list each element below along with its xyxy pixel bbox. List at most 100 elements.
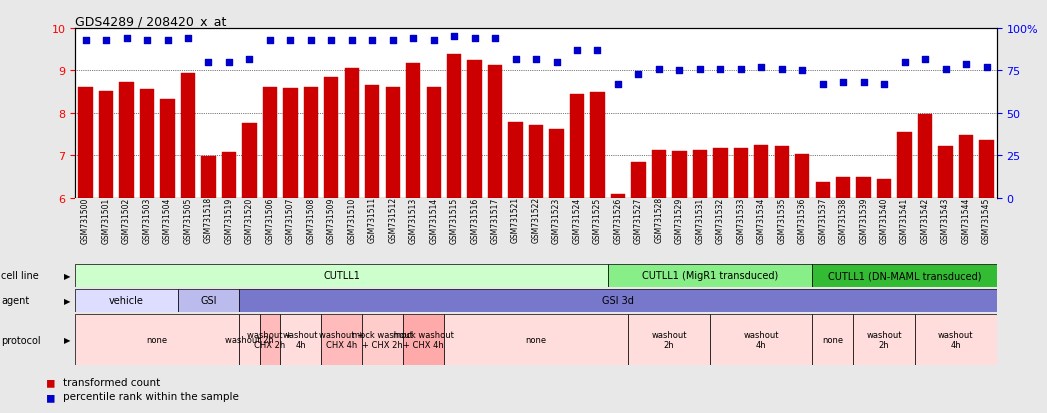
Point xyxy=(343,38,360,44)
Bar xyxy=(734,148,748,198)
Bar xyxy=(239,289,997,312)
Point xyxy=(97,38,114,44)
Bar xyxy=(75,264,607,287)
Point xyxy=(487,36,504,43)
Bar xyxy=(710,314,812,366)
Bar xyxy=(591,93,605,198)
Bar xyxy=(75,289,178,312)
Point xyxy=(589,47,606,54)
Text: ▶: ▶ xyxy=(64,335,70,344)
Text: ▶: ▶ xyxy=(64,271,70,280)
Bar xyxy=(628,314,710,366)
Bar xyxy=(263,88,277,198)
Point xyxy=(671,68,688,74)
Bar xyxy=(426,88,441,198)
Point xyxy=(303,38,319,44)
Point xyxy=(425,38,442,44)
Bar xyxy=(938,147,953,198)
Bar xyxy=(529,126,543,198)
Bar xyxy=(98,92,113,198)
Bar xyxy=(75,314,239,366)
Text: transformed count: transformed count xyxy=(63,377,160,387)
Text: protocol: protocol xyxy=(1,335,41,345)
Point xyxy=(569,47,585,54)
Bar xyxy=(362,314,403,366)
Text: washout
4h: washout 4h xyxy=(743,330,779,349)
Point xyxy=(958,61,975,68)
Bar xyxy=(447,55,462,198)
Bar xyxy=(281,314,321,366)
Bar xyxy=(406,64,421,198)
Bar xyxy=(836,177,850,198)
Point xyxy=(159,38,176,44)
Bar xyxy=(610,195,625,198)
Point xyxy=(446,34,463,40)
Text: washout
2h: washout 2h xyxy=(651,330,687,349)
Bar xyxy=(283,89,297,198)
Bar xyxy=(672,152,687,198)
Point xyxy=(815,81,831,88)
Point xyxy=(691,66,708,73)
Bar xyxy=(631,162,646,198)
Point xyxy=(180,36,197,43)
Bar xyxy=(915,314,997,366)
Bar xyxy=(775,147,789,198)
Text: percentile rank within the sample: percentile rank within the sample xyxy=(63,392,239,401)
Point xyxy=(77,38,94,44)
Point xyxy=(241,56,258,63)
Bar xyxy=(979,141,994,198)
Bar xyxy=(403,314,444,366)
Text: CUTLL1 (MigR1 transduced): CUTLL1 (MigR1 transduced) xyxy=(642,271,778,281)
Text: none: none xyxy=(147,335,168,344)
Text: ▶: ▶ xyxy=(64,296,70,305)
Bar xyxy=(365,86,379,198)
Text: mock washout
+ CHX 2h: mock washout + CHX 2h xyxy=(352,330,413,349)
Text: none: none xyxy=(526,335,547,344)
Text: washout
4h: washout 4h xyxy=(283,330,318,349)
Bar xyxy=(816,182,830,198)
Bar xyxy=(570,95,584,198)
Bar xyxy=(260,314,281,366)
Text: washout
4h: washout 4h xyxy=(938,330,974,349)
Text: washout
2h: washout 2h xyxy=(866,330,901,349)
Text: mock washout
+ CHX 4h: mock washout + CHX 4h xyxy=(393,330,454,349)
Bar xyxy=(488,66,503,198)
Point xyxy=(200,59,217,66)
Text: agent: agent xyxy=(1,295,29,306)
Point xyxy=(466,36,483,43)
Text: cell line: cell line xyxy=(1,271,39,281)
Text: ■: ■ xyxy=(47,375,54,389)
Bar xyxy=(812,264,997,287)
Bar xyxy=(550,130,563,198)
Bar xyxy=(897,133,912,198)
Bar xyxy=(444,314,628,366)
Bar xyxy=(651,151,666,198)
Point xyxy=(118,36,135,43)
Point xyxy=(384,38,401,44)
Text: GDS4289 / 208420_x_at: GDS4289 / 208420_x_at xyxy=(75,15,227,28)
Point xyxy=(733,66,750,73)
Bar xyxy=(754,145,768,198)
Point xyxy=(630,71,647,78)
Bar xyxy=(181,74,195,198)
Point xyxy=(282,38,298,44)
Bar xyxy=(222,152,237,198)
Bar xyxy=(467,61,482,198)
Bar xyxy=(178,289,239,312)
Text: GSI: GSI xyxy=(200,295,217,306)
Point xyxy=(609,81,626,88)
Text: washout +
CHX 2h: washout + CHX 2h xyxy=(247,330,292,349)
Point xyxy=(875,81,892,88)
Bar xyxy=(242,124,257,198)
Point xyxy=(712,66,729,73)
Point xyxy=(138,38,155,44)
Point xyxy=(405,36,422,43)
Bar xyxy=(853,314,915,366)
Bar xyxy=(140,90,154,198)
Bar xyxy=(79,87,93,198)
Bar xyxy=(795,155,809,198)
Bar xyxy=(509,123,522,198)
Bar xyxy=(344,69,359,198)
Point xyxy=(834,80,851,86)
Bar xyxy=(918,114,932,198)
